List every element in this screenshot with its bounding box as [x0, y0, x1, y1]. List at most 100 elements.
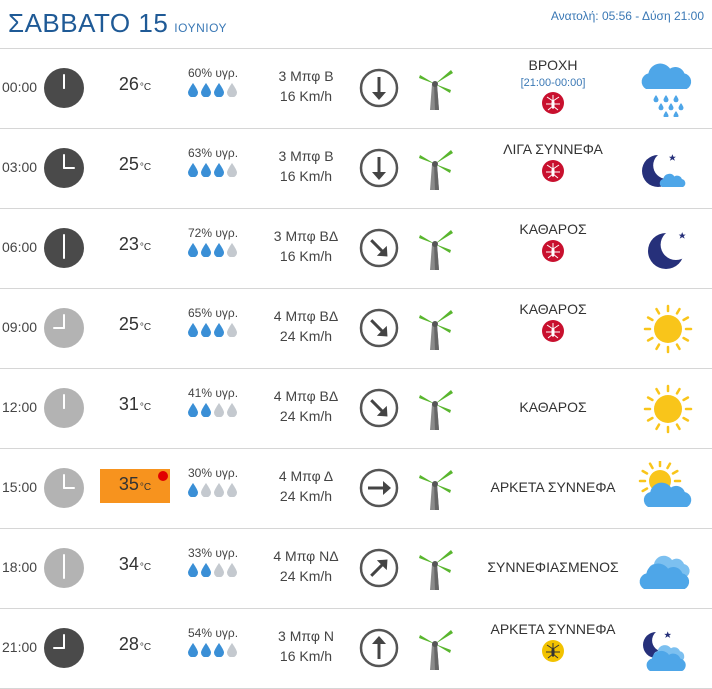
humidity-drops: [188, 243, 252, 258]
temperature: 34°C: [100, 554, 170, 575]
time-label: 18:00: [2, 559, 38, 575]
forecast-row: 00:00 26°C 60% υγρ. 3 Μπφ Β 16 Km/h ΒΡΟΧΗ [21:…: [0, 49, 712, 129]
condition-time-range: [21:00-00:00]: [520, 77, 586, 89]
mosquito-icon: [542, 160, 564, 182]
wind-direction-arrow-icon: [359, 628, 399, 668]
clock: [44, 388, 84, 428]
wind-force: 3 Μπφ ΒΔ: [273, 228, 339, 244]
wind-turbine-icon: [419, 310, 453, 350]
water-drop-icon: [188, 403, 198, 417]
wind-turbine-icon: [419, 470, 453, 510]
wind-turbine: [415, 626, 455, 672]
clock-icon: [44, 228, 84, 268]
humidity-drops: [188, 323, 252, 338]
rain-cloud-icon: [641, 63, 692, 119]
wind-direction-arrow-icon: [359, 228, 399, 268]
humidity: 65% υγρ.: [188, 306, 252, 338]
wind-direction: [359, 68, 399, 108]
temperature-value: 26: [118, 74, 139, 94]
clock: [44, 68, 84, 108]
temperature: 23°C: [100, 234, 170, 255]
condition: ΑΡΚΕΤΑ ΣΥΝΝΕΦΑ: [470, 621, 636, 667]
mosquito-icon: [542, 640, 564, 662]
wind-direction: [359, 468, 399, 508]
wind-direction: [359, 388, 399, 428]
time-label: 21:00: [2, 639, 38, 655]
humidity-label: 60% υγρ.: [188, 66, 239, 80]
humidity-label: 30% υγρ.: [188, 466, 239, 480]
wind-force: 4 Μπφ Δ: [278, 468, 334, 484]
weather-icon: [636, 61, 700, 119]
wind-speed: 24 Km/h: [279, 408, 333, 424]
water-drop-icon: [227, 403, 237, 417]
temperature-cell: 28°C: [100, 629, 170, 663]
condition-label: ΛΙΓΑ ΣΥΝΝΕΦΑ: [503, 141, 603, 157]
wind-direction: [359, 548, 399, 588]
clock-icon: [44, 68, 84, 108]
mosquito-indicator: [470, 637, 636, 667]
clock: [44, 468, 84, 508]
time-label: 03:00: [2, 159, 38, 175]
humidity-drops: [188, 83, 252, 98]
water-drop-icon: [201, 483, 211, 497]
humidity-drops: [188, 403, 252, 418]
wind-speed: 16 Km/h: [279, 248, 333, 264]
water-drop-icon: [201, 403, 211, 417]
condition: ΑΡΚΕΤΑ ΣΥΝΝΕΦΑ: [470, 479, 636, 495]
water-drop-icon: [201, 323, 211, 337]
clock: [44, 548, 84, 588]
temperature: 28°C: [100, 634, 170, 655]
water-drop-icon: [227, 643, 237, 657]
forecast-table: 00:00 26°C 60% υγρ. 3 Μπφ Β 16 Km/h ΒΡΟΧΗ [21:…: [0, 49, 712, 689]
humidity-label: 65% υγρ.: [188, 306, 239, 320]
wind-direction-arrow-icon: [359, 388, 399, 428]
wind-info: 4 Μπφ Δ 24 Km/h: [262, 466, 350, 506]
temperature-value: 23: [118, 234, 139, 254]
humidity: 60% υγρ.: [188, 66, 252, 98]
water-drop-icon: [214, 643, 224, 657]
wind-turbine-icon: [419, 230, 453, 270]
water-drop-icon: [214, 163, 224, 177]
temperature-cell: 26°C: [100, 69, 170, 103]
water-drop-icon: [188, 323, 198, 337]
clock-icon: [44, 628, 84, 668]
humidity-label: 41% υγρ.: [188, 386, 239, 400]
clock: [44, 228, 84, 268]
mosquito-indicator: [470, 237, 636, 267]
wind-info: 3 Μπφ ΒΔ 16 Km/h: [262, 226, 350, 266]
wind-turbine: [415, 546, 455, 592]
condition-label: ΚΑΘΑΡΟΣ: [519, 301, 587, 317]
temperature-value: 25: [118, 314, 139, 334]
humidity: 41% υγρ.: [188, 386, 252, 418]
wind-turbine-icon: [419, 630, 453, 670]
wind-speed: 24 Km/h: [279, 328, 333, 344]
time-label: 06:00: [2, 239, 38, 255]
humidity-drops: [188, 563, 252, 578]
water-drop-icon: [201, 163, 211, 177]
wind-info: 4 Μπφ ΒΔ 24 Km/h: [262, 306, 350, 346]
temperature-cell: 25°C: [100, 149, 170, 183]
water-drop-icon: [201, 563, 211, 577]
weather-icon: [636, 541, 700, 597]
wind-turbine-icon: [419, 390, 453, 430]
temperature-unit: °C: [139, 562, 152, 573]
temperature: 25°C: [100, 314, 170, 335]
mosquito-icon: [542, 320, 564, 342]
clock-icon: [44, 548, 84, 588]
wind-direction-arrow-icon: [359, 548, 399, 588]
water-drop-icon: [188, 483, 198, 497]
forecast-row: 21:00 28°C 54% υγρ. 3 Μπφ Ν 16 Km/h ΑΡΚΕΤΑ ΣΥ…: [0, 609, 712, 689]
mosquito-icon: [542, 92, 564, 114]
page-header: ΣΑΒΒΑΤΟ 15 ΙΟΥΝΙΟΥ Ανατολή: 05:56 - Δύση …: [0, 0, 712, 49]
clock-icon: [44, 388, 84, 428]
temperature-unit: °C: [139, 482, 152, 493]
sun-icon: [643, 304, 693, 354]
condition-label: ΑΡΚΕΤΑ ΣΥΝΝΕΦΑ: [490, 479, 616, 495]
wind-direction: [359, 228, 399, 268]
humidity-drops: [188, 643, 252, 658]
time-label: 09:00: [2, 319, 38, 335]
clouds-icon: [639, 555, 690, 589]
condition: ΣΥΝΝΕΦΙΑΣΜΕΝΟΣ: [470, 559, 636, 575]
clock-icon: [44, 468, 84, 508]
temperature: 26°C: [100, 74, 170, 95]
